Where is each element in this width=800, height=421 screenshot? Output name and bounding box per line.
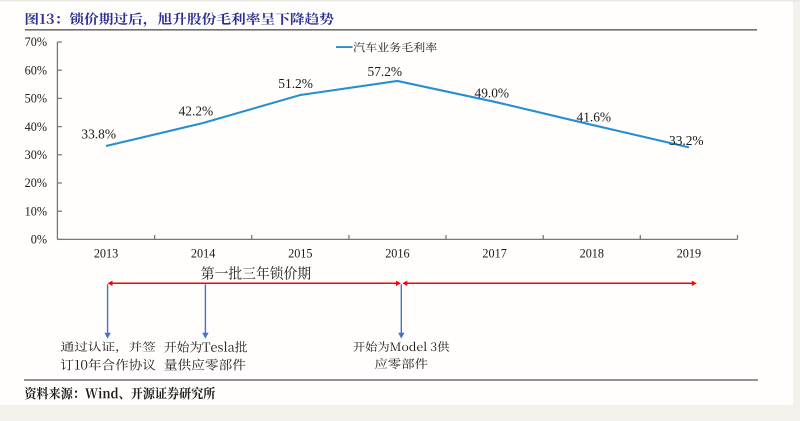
svg-text:20%: 20% — [25, 176, 47, 190]
svg-text:2018: 2018 — [580, 247, 604, 261]
svg-text:40%: 40% — [25, 120, 47, 134]
svg-text:70%: 70% — [25, 35, 47, 49]
svg-text:10%: 10% — [25, 204, 47, 218]
svg-text:60%: 60% — [25, 63, 47, 77]
svg-text:0%: 0% — [31, 233, 47, 247]
svg-text:2013: 2013 — [94, 247, 118, 261]
svg-text:50%: 50% — [25, 92, 47, 106]
svg-text:2017: 2017 — [482, 247, 506, 261]
svg-text:42.2%: 42.2% — [179, 104, 214, 119]
svg-text:51.2%: 51.2% — [278, 76, 313, 91]
svg-text:2014: 2014 — [191, 247, 215, 261]
svg-text:2015: 2015 — [288, 247, 312, 261]
svg-text:41.6%: 41.6% — [577, 109, 612, 124]
svg-text:33.8%: 33.8% — [81, 126, 116, 141]
svg-text:2019: 2019 — [677, 247, 701, 261]
svg-text:2016: 2016 — [385, 247, 409, 261]
svg-text:33.2%: 33.2% — [669, 133, 704, 148]
svg-text:49.0%: 49.0% — [475, 85, 510, 100]
svg-text:30%: 30% — [25, 148, 47, 162]
svg-text:57.2%: 57.2% — [368, 64, 403, 79]
